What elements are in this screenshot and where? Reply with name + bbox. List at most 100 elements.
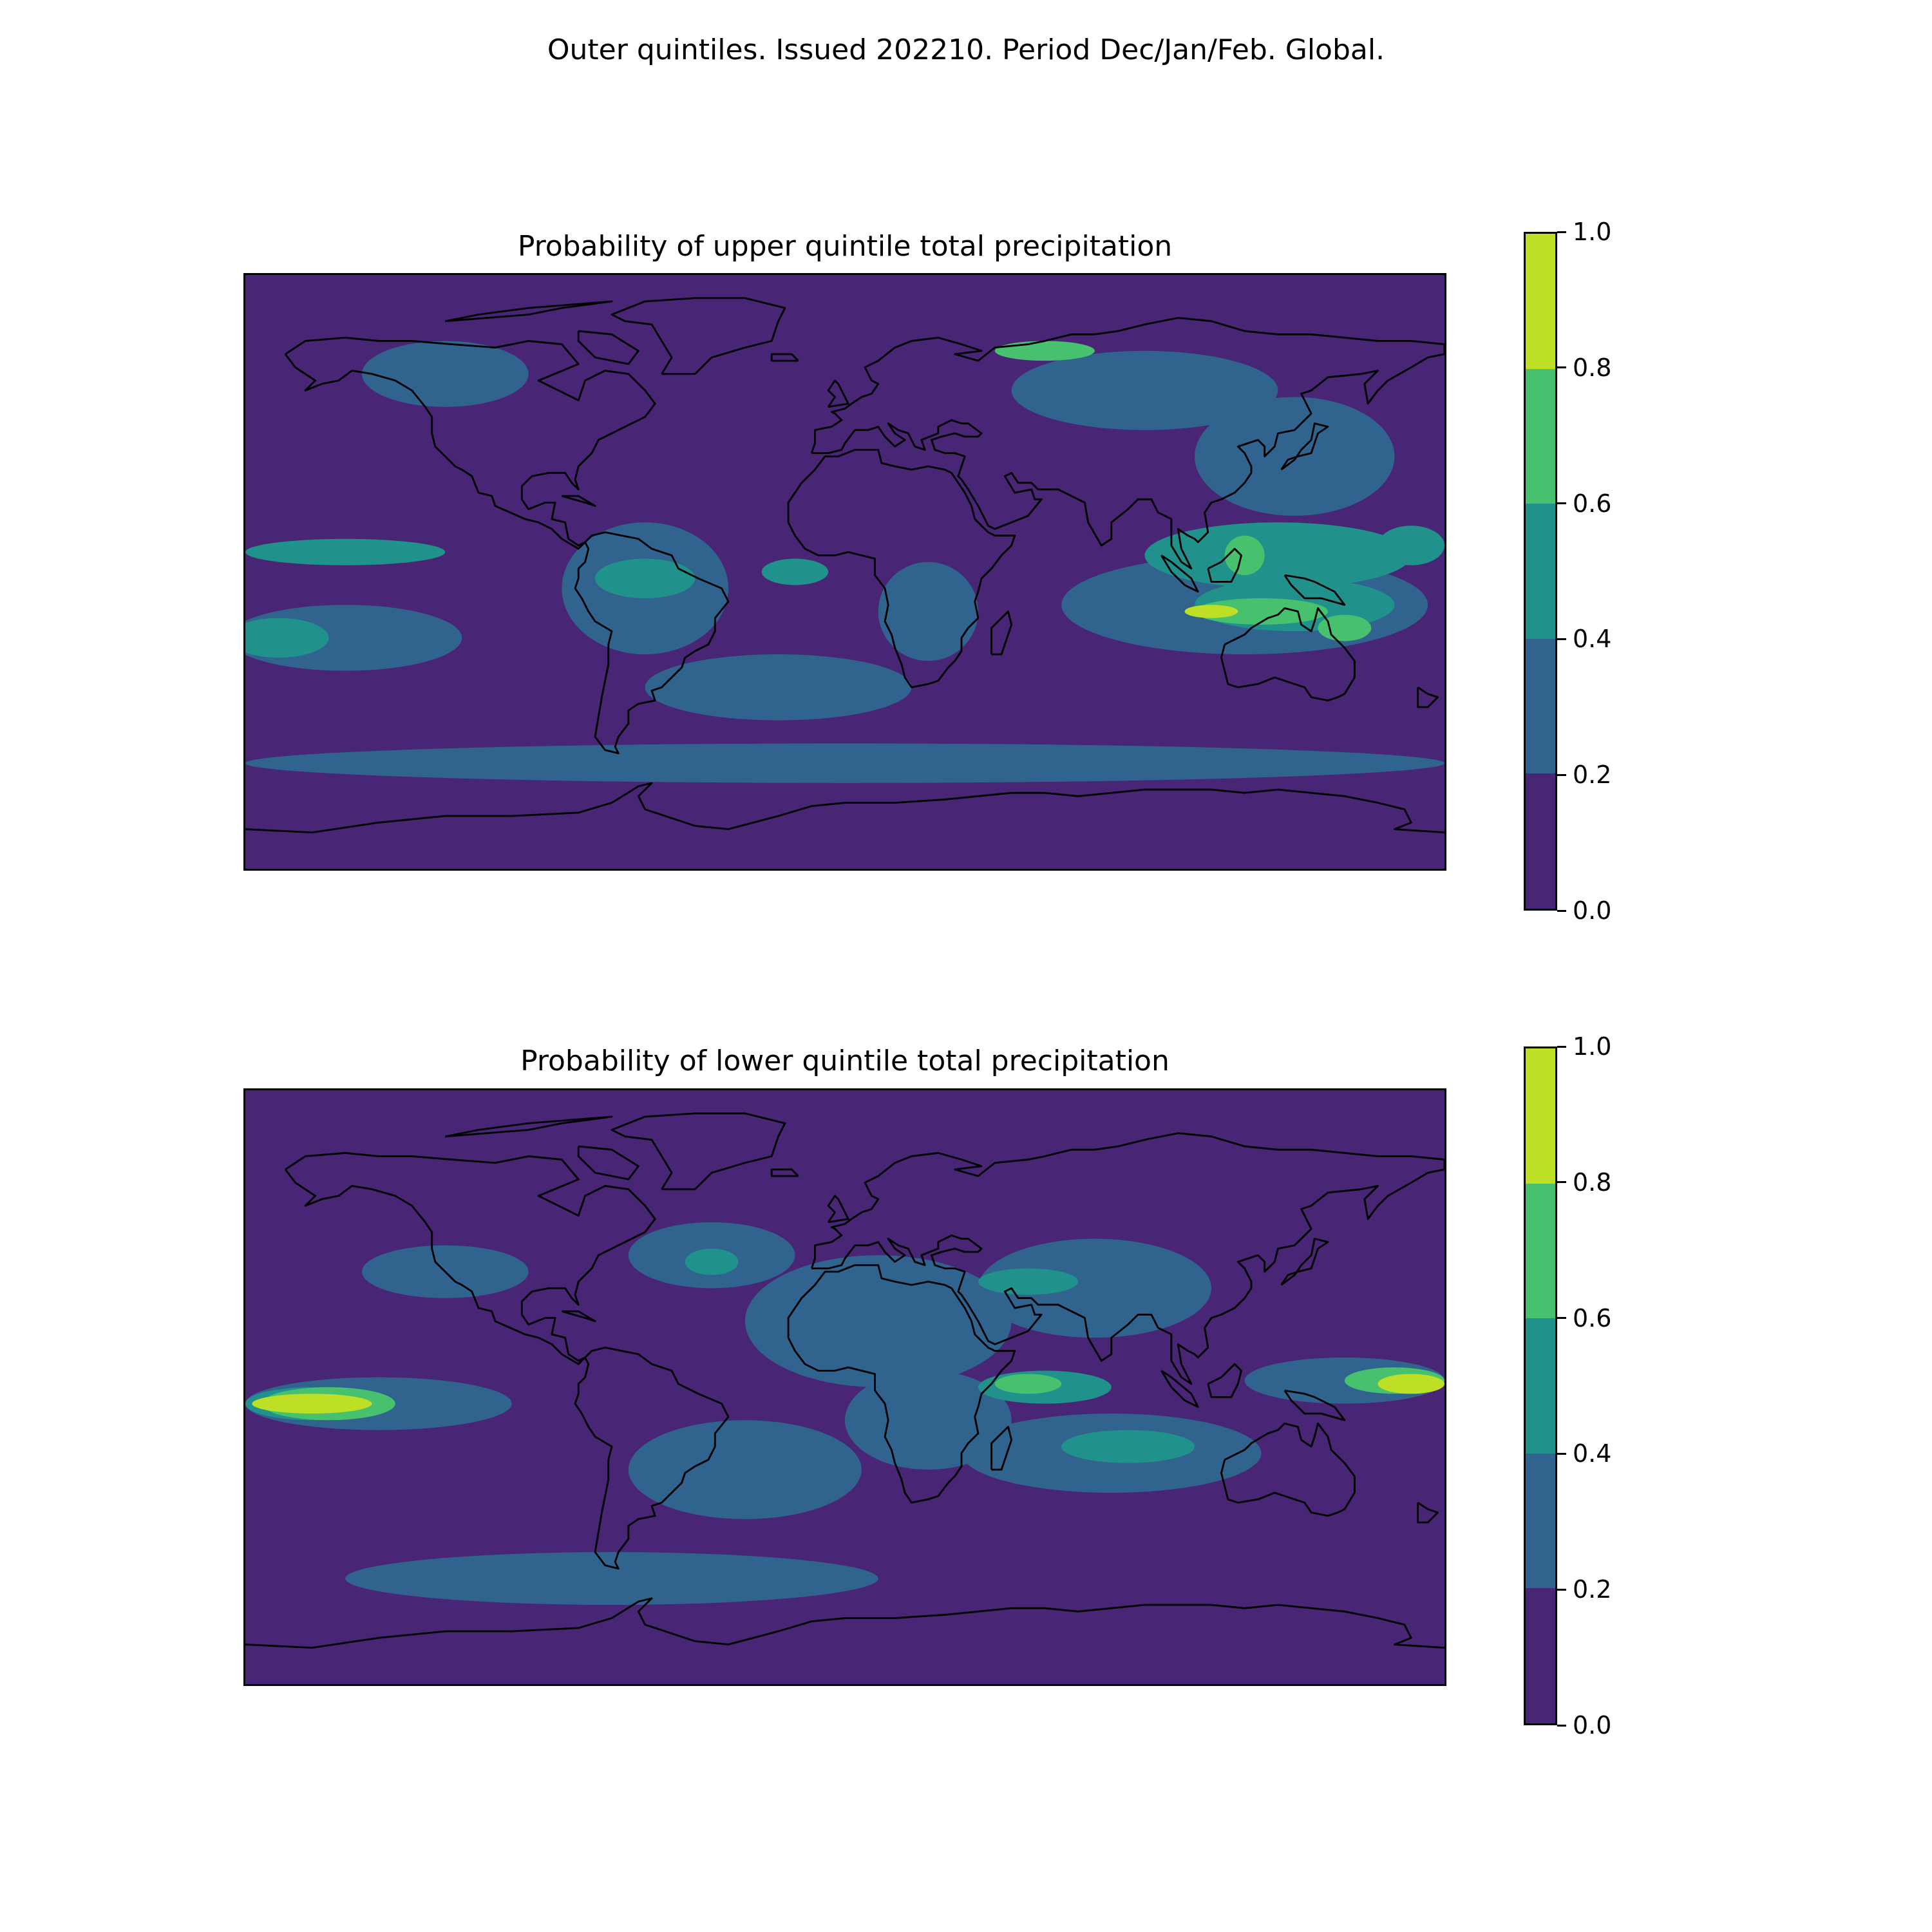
colorbar-segment	[1526, 1588, 1555, 1723]
coastlines	[245, 1112, 1444, 1649]
probability-blob	[245, 538, 446, 565]
probability-blob	[1061, 1430, 1195, 1463]
colorbar-tick-mark	[1557, 909, 1566, 912]
colorbar-tick-mark	[1557, 638, 1566, 640]
probability-blob	[345, 1552, 878, 1605]
coastline	[810, 317, 1444, 570]
colorbar-segment	[1526, 234, 1555, 369]
coastline	[611, 1112, 786, 1191]
colorbar-tick-label: 0.4	[1573, 625, 1612, 654]
probability-blob	[1195, 397, 1395, 516]
colorbar-ticks-lower: 0.0 0.2 0.4 0.6 0.8 1.0	[1557, 1032, 1634, 1739]
coastline	[1220, 1422, 1356, 1517]
coastline	[577, 1145, 639, 1180]
coastline	[770, 353, 799, 362]
coastline	[787, 1264, 1016, 1504]
coastline	[561, 495, 596, 507]
probability-blob	[878, 562, 978, 661]
coastline	[1207, 1363, 1242, 1398]
colorbar-lower	[1524, 1046, 1557, 1725]
probability-blob	[978, 1238, 1211, 1338]
coastline	[827, 379, 849, 408]
colorbar-ticks-upper: 0.0 0.2 0.4 0.6 0.8 1.0	[1557, 218, 1634, 925]
coastline	[245, 1597, 1444, 1649]
probability-blob	[845, 1370, 1012, 1470]
probability-blob	[1378, 526, 1444, 565]
colorbar-tick-label: 0.8	[1573, 353, 1612, 382]
coastline	[577, 330, 639, 365]
coastline	[284, 1151, 656, 1365]
coastline	[561, 1310, 596, 1322]
colorbar-tick-label: 1.0	[1573, 1032, 1612, 1061]
probability-blob	[252, 1394, 372, 1414]
probability-blob	[1011, 350, 1278, 430]
coastline	[574, 1347, 730, 1570]
colorbar-segment	[1526, 1048, 1555, 1184]
colorbar-segment	[1526, 773, 1555, 909]
colorbar-tick-mark	[1557, 1588, 1566, 1591]
coastline	[1417, 687, 1439, 708]
probability-blob	[1378, 1374, 1444, 1394]
colorbar-tick-mark	[1557, 1181, 1566, 1184]
coastline	[990, 1426, 1013, 1471]
coastline	[827, 1195, 849, 1224]
colorbar-tick-label: 0.2	[1573, 1575, 1612, 1604]
probability-blob	[1184, 605, 1238, 618]
colorbar-upper	[1524, 232, 1557, 911]
probability-blob	[628, 1420, 862, 1519]
colorbar-segment	[1526, 368, 1555, 504]
colorbar-tick-label: 0.6	[1573, 489, 1612, 518]
colorbar-segment	[1526, 1453, 1555, 1589]
colorbar-tick-label: 0.4	[1573, 1439, 1612, 1468]
coastline	[787, 449, 1016, 688]
probability-blob	[245, 618, 329, 658]
coastline	[245, 782, 1444, 834]
probability-blob	[1144, 522, 1412, 589]
coastline	[574, 531, 730, 755]
colorbar-tick-mark	[1557, 502, 1566, 505]
coastline	[990, 611, 1013, 656]
probability-blob	[245, 743, 1444, 783]
colorbar-tick-label: 0.6	[1573, 1303, 1612, 1332]
coastline	[1280, 422, 1329, 471]
colorbar-segment	[1526, 638, 1555, 774]
colorbar-tick-label: 0.0	[1573, 896, 1612, 925]
colorbar-tick-mark	[1557, 366, 1566, 369]
coastline	[1160, 554, 1199, 593]
coastline	[1160, 1370, 1199, 1408]
colorbar-tick-label: 0.0	[1573, 1711, 1612, 1739]
coastline	[284, 336, 656, 550]
map-upper-quintile	[243, 273, 1446, 871]
coastline	[445, 1115, 613, 1138]
colorbar-tick-mark	[1557, 1317, 1566, 1320]
colorbar-tick-label: 1.0	[1573, 218, 1612, 246]
colorbar-tick-mark	[1557, 1724, 1566, 1727]
colorbar-segment	[1526, 504, 1555, 639]
probability-blob	[994, 341, 1095, 361]
map-lower-quintile	[243, 1088, 1446, 1686]
coastline	[1207, 547, 1242, 583]
coastline	[445, 300, 613, 323]
coastline	[1283, 574, 1346, 606]
coastline	[611, 297, 786, 375]
figure-suptitle: Outer quintiles. Issued 202210. Period D…	[547, 33, 1385, 66]
coastline	[810, 1132, 1444, 1385]
coastline	[1283, 1389, 1346, 1421]
probability-blob	[362, 341, 529, 407]
probability-blob	[1224, 535, 1265, 576]
coastline	[1417, 1502, 1439, 1524]
colorbar-tick-mark	[1557, 231, 1566, 233]
colorbar-tick-label: 0.2	[1573, 761, 1612, 790]
colorbar-tick-mark	[1557, 773, 1566, 776]
colorbar-segment	[1526, 1318, 1555, 1454]
panel-title-upper: Probability of upper quintile total prec…	[517, 230, 1173, 263]
probability-blob	[994, 1374, 1062, 1394]
probability-blob	[761, 558, 829, 585]
coastline	[1220, 607, 1356, 702]
colorbar-tick-mark	[1557, 1045, 1566, 1048]
colorbar-tick-mark	[1557, 1452, 1566, 1455]
colorbar-tick-label: 0.8	[1573, 1168, 1612, 1197]
panel-title-lower: Probability of lower quintile total prec…	[520, 1045, 1170, 1077]
coastlines	[245, 297, 1444, 834]
probability-map	[245, 1090, 1444, 1684]
